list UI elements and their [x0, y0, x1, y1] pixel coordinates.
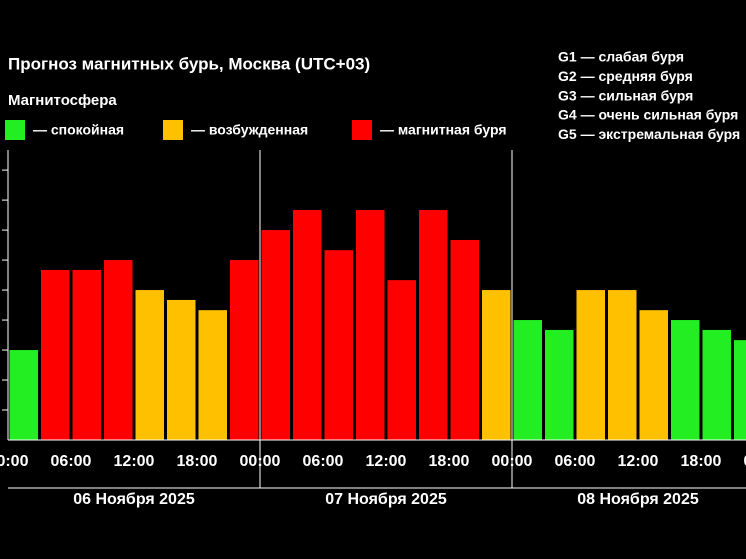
- bar: [261, 230, 290, 440]
- bar: [419, 209, 448, 440]
- bar: [450, 239, 479, 440]
- bar: [72, 269, 101, 440]
- x-tick-label: 18:00: [177, 453, 218, 470]
- bar: [198, 310, 227, 440]
- x-tick-label: 00:00: [240, 453, 281, 470]
- storm-scale-note: G2 — средняя буря: [558, 68, 693, 84]
- bar: [702, 329, 731, 440]
- legend-swatch: [163, 120, 183, 140]
- date-label: 07 Ноября 2025: [325, 491, 447, 508]
- chart-subtitle: Магнитосфера: [8, 92, 117, 109]
- x-tick-label: 12:00: [366, 453, 407, 470]
- storm-scale-note: G5 — экстремальная буря: [558, 126, 740, 142]
- bar: [387, 280, 416, 440]
- x-tick-label: 18:00: [429, 453, 470, 470]
- bar: [608, 290, 637, 440]
- legend-label: — возбужденная: [191, 122, 308, 138]
- bar: [230, 260, 259, 440]
- bar: [482, 290, 511, 440]
- bar: [167, 299, 196, 440]
- date-label: 08 Ноября 2025: [577, 491, 699, 508]
- bar: [135, 290, 164, 440]
- legend-swatch: [352, 120, 372, 140]
- x-tick-label: 00:00: [0, 453, 29, 470]
- bar: [639, 310, 668, 440]
- legend-swatch: [5, 120, 25, 140]
- x-tick-label: 06:00: [555, 453, 596, 470]
- storm-scale-note: G3 — сильная буря: [558, 87, 693, 103]
- bar: [324, 250, 353, 440]
- x-tick-label: 00:00: [492, 453, 533, 470]
- x-tick-label: 00:00: [744, 453, 746, 470]
- bar: [356, 209, 385, 440]
- bar: [576, 290, 605, 440]
- bar: [513, 320, 542, 440]
- x-tick-label: 18:00: [681, 453, 722, 470]
- x-tick-label: 12:00: [618, 453, 659, 470]
- storm-scale-note: G1 — слабая буря: [558, 49, 684, 65]
- bar: [734, 340, 746, 440]
- legend-label: — магнитная буря: [380, 122, 507, 138]
- bar: [104, 260, 133, 440]
- bar: [545, 329, 574, 440]
- legend-label: — спокойная: [33, 122, 124, 138]
- x-tick-label: 06:00: [51, 453, 92, 470]
- x-tick-label: 12:00: [114, 453, 155, 470]
- bar: [293, 209, 322, 440]
- bar: [671, 320, 700, 440]
- date-label: 06 Ноября 2025: [73, 491, 195, 508]
- x-tick-label: 06:00: [303, 453, 344, 470]
- bar: [41, 269, 70, 440]
- chart-title: Прогноз магнитных бурь, Москва (UTC+03): [8, 54, 370, 73]
- storm-scale-note: G4 — очень сильная буря: [558, 107, 738, 123]
- bar: [9, 350, 38, 440]
